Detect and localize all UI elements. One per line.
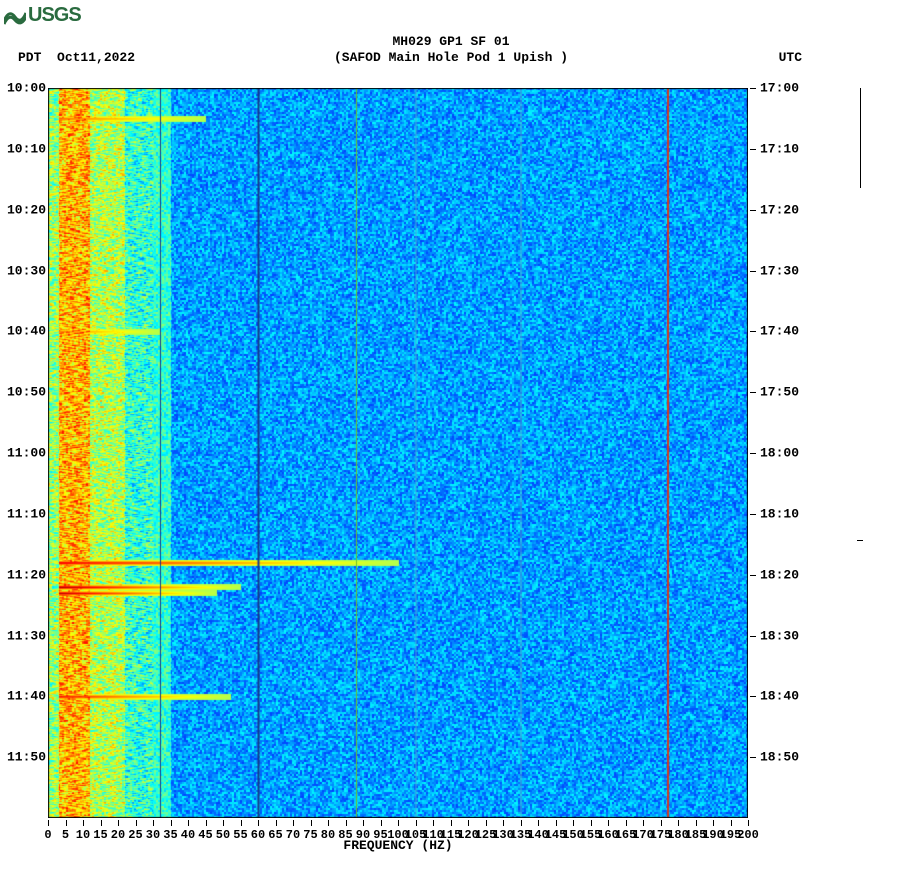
right-timezone: UTC xyxy=(779,50,802,65)
y-left-tick: 10:10 xyxy=(6,141,46,156)
tz-pdt: PDT xyxy=(18,50,41,65)
spectrogram-canvas xyxy=(48,88,748,818)
left-timezone: PDT Oct11,2022 xyxy=(18,50,135,65)
y-axis-pdt: 10:00 10:10 10:20 10:30 10:40 10:50 11:00 11:10… xyxy=(6,82,46,822)
y-right-tick: 18:30 xyxy=(760,628,810,643)
y-left-tick: 11:10 xyxy=(6,506,46,521)
y-left-tick: 11:00 xyxy=(6,446,46,461)
y-right-tick: 18:20 xyxy=(760,567,810,582)
y-right-tick: 17:10 xyxy=(760,141,810,156)
y-left-tick: 10:40 xyxy=(6,324,46,339)
y-right-tick: 17:20 xyxy=(760,202,810,217)
y-right-tick: 18:50 xyxy=(760,750,810,765)
header-date: Oct11,2022 xyxy=(57,50,135,65)
side-tick xyxy=(857,540,863,541)
y-right-tick: 17:30 xyxy=(760,263,810,278)
plot-title: MH029 GP1 SF 01 xyxy=(0,34,902,49)
plot-subtitle: (SAFOD Main Hole Pod 1 Upish ) xyxy=(0,50,902,65)
y-right-tick: 17:00 xyxy=(760,81,810,96)
usgs-wave-icon xyxy=(4,7,26,25)
y-left-tick: 11:20 xyxy=(6,567,46,582)
y-left-tick: 10:50 xyxy=(6,385,46,400)
side-marker-bar xyxy=(860,88,861,188)
y-left-tick: 11:30 xyxy=(6,628,46,643)
y-left-tick: 10:00 xyxy=(6,81,46,96)
y-right-tick: 18:00 xyxy=(760,446,810,461)
y-right-tick: 18:10 xyxy=(760,506,810,521)
y-left-tick: 10:30 xyxy=(6,263,46,278)
y-right-tick: 17:50 xyxy=(760,385,810,400)
usgs-logo: USGS xyxy=(4,4,81,27)
y-left-tick: 11:50 xyxy=(6,750,46,765)
logo-text: USGS xyxy=(28,4,81,27)
y-left-tick: 11:40 xyxy=(6,689,46,704)
y-right-tick: 18:40 xyxy=(760,689,810,704)
spectrogram-plot xyxy=(48,88,748,818)
y-right-tick: 17:40 xyxy=(760,324,810,339)
y-axis-utc: 17:0017:1017:2017:3017:4017:5018:0018:10… xyxy=(750,82,800,822)
y-left-tick: 10:20 xyxy=(6,202,46,217)
x-axis-label: FREQUENCY (HZ) xyxy=(48,838,748,853)
